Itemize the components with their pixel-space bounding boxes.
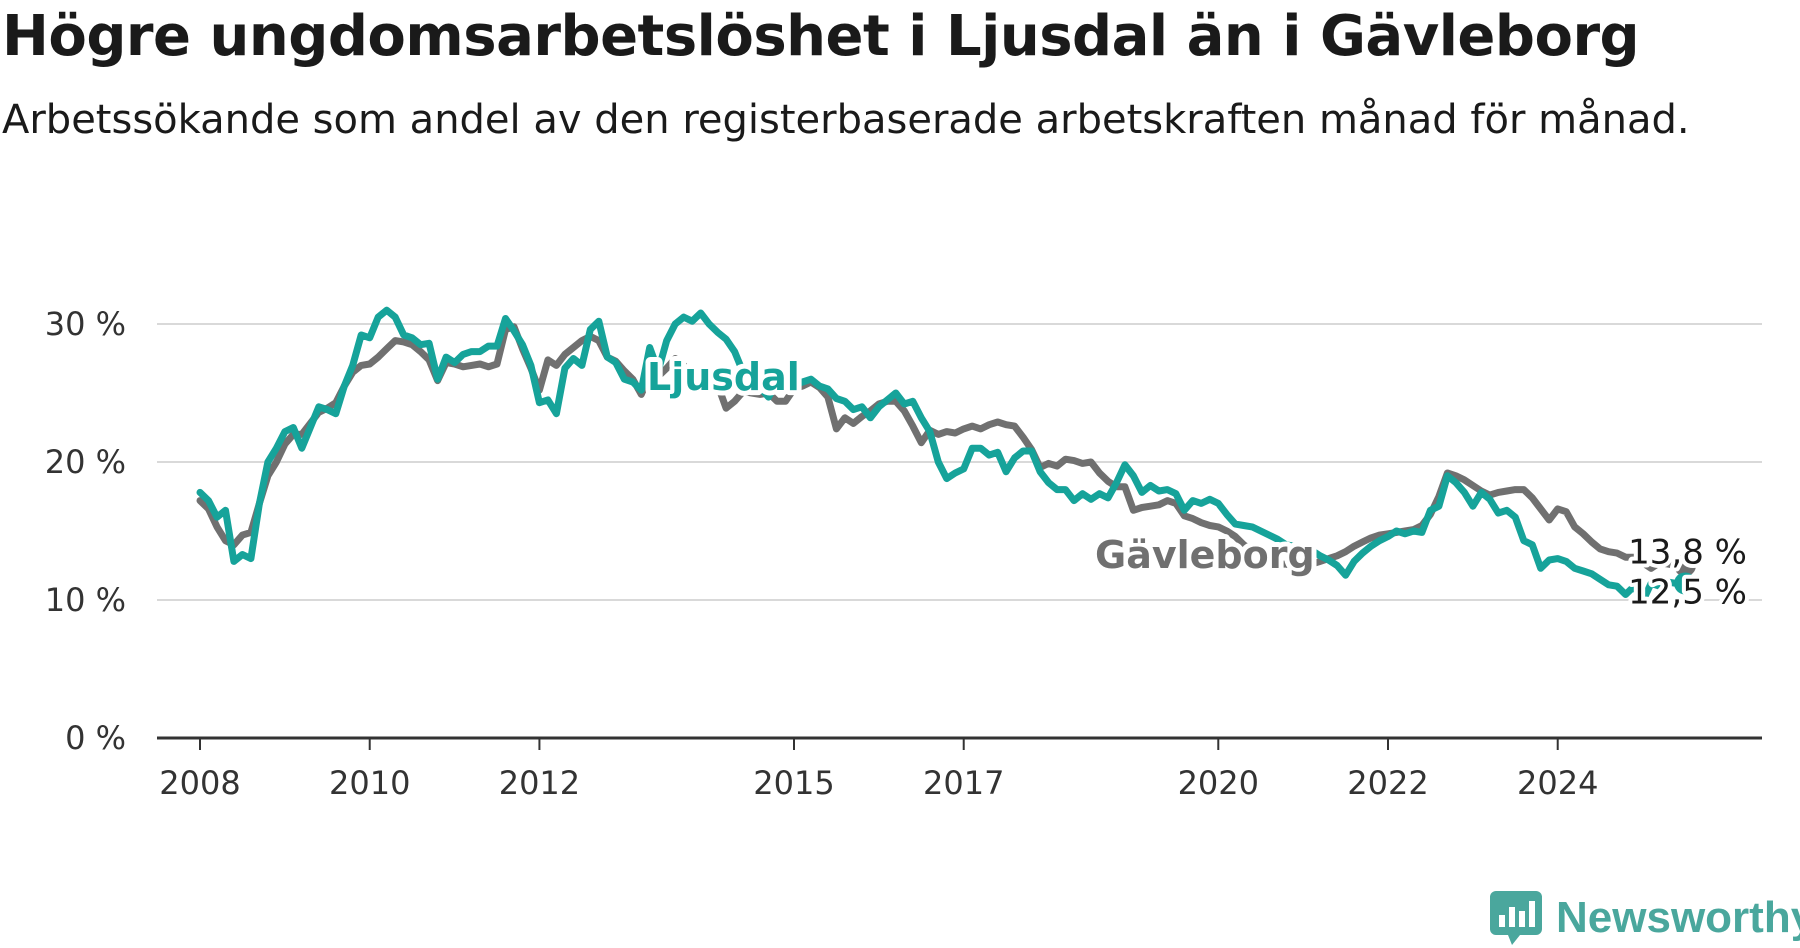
series-end-dot-ljusdal bbox=[1674, 572, 1696, 595]
grid-layer bbox=[157, 323, 1762, 601]
series-line-gavleborg bbox=[196, 323, 1689, 572]
series-layer bbox=[196, 306, 1696, 605]
y-tick-label: 30 % bbox=[45, 305, 126, 343]
x-axis-ticks: 2008 2010 2012 2015 2017 2020 2022 2024 bbox=[159, 738, 1598, 802]
brand-name: Newsworthy bbox=[1556, 893, 1800, 942]
y-tick-label: 0 % bbox=[65, 719, 126, 757]
series-end-dot-gavleborg bbox=[1674, 554, 1696, 577]
series-line-ljusdal bbox=[196, 306, 1689, 605]
x-tick-label: 2010 bbox=[329, 764, 410, 802]
end-label-ljusdal: 13,8 % bbox=[1628, 532, 1747, 572]
y-tick-label: 10 % bbox=[45, 581, 126, 619]
y-axis-ticks: 0 % 10 % 20 % 30 % bbox=[45, 305, 126, 757]
x-tick-label: 2008 bbox=[159, 764, 240, 802]
x-tick-label: 2012 bbox=[499, 764, 580, 802]
chart-subtitle: Arbetssökande som andel av den registerb… bbox=[2, 97, 1690, 143]
x-tick-label: 2015 bbox=[753, 764, 834, 802]
newsworthy-logo: Newsworthy bbox=[1490, 888, 1800, 948]
chart-title: Högre ungdomsarbetslöshet i Ljusdal än i… bbox=[2, 4, 1640, 69]
x-tick-label: 2017 bbox=[923, 764, 1004, 802]
newsworthy-chart-icon bbox=[1490, 891, 1542, 945]
series-labels: Ljusdal Gävleborg 13,8 %12,5 % bbox=[642, 350, 1751, 617]
series-label-ljusdal: Ljusdal bbox=[647, 355, 800, 399]
x-tick-label: 2022 bbox=[1347, 764, 1428, 802]
series-label-gavleborg: Gävleborg bbox=[1095, 533, 1315, 577]
x-tick-label: 2024 bbox=[1517, 764, 1598, 802]
y-tick-label: 20 % bbox=[45, 443, 126, 481]
end-label-gavleborg: 12,5 % bbox=[1628, 573, 1747, 613]
x-tick-label: 2020 bbox=[1178, 764, 1259, 802]
